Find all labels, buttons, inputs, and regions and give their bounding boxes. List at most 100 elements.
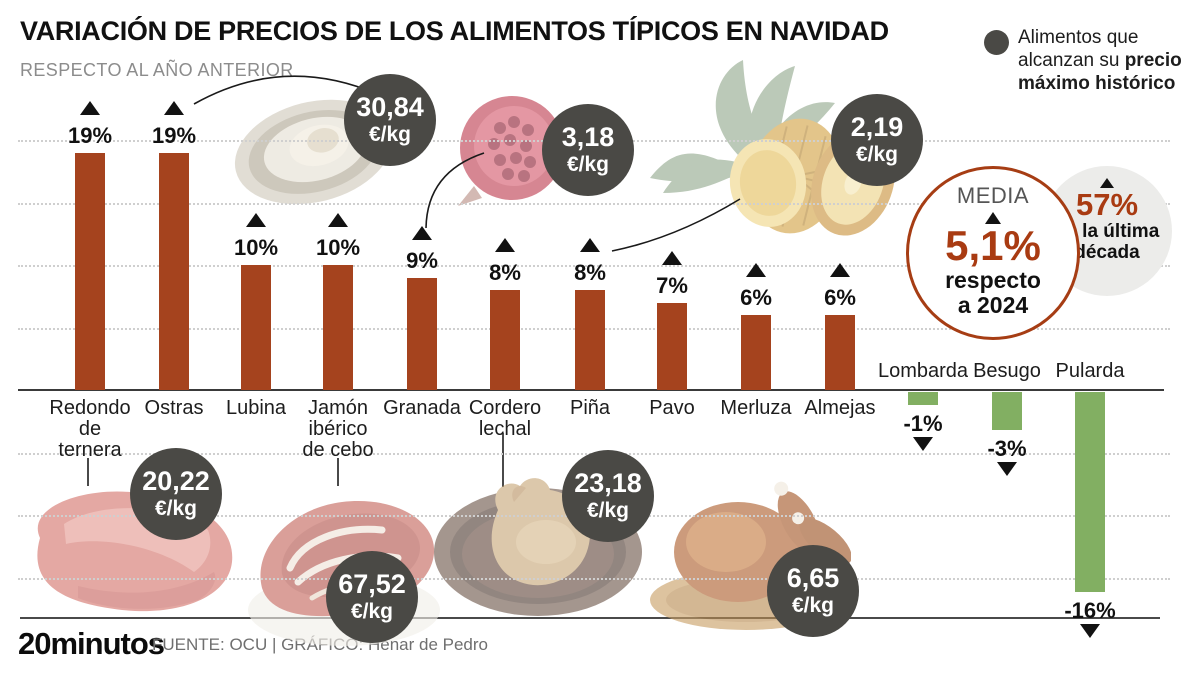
bar-almejas [825,315,855,390]
bar-pavo [657,302,687,390]
bar-value-besugo: -3% [987,435,1027,461]
bar-label-merluza: Merluza [720,397,792,419]
bar-label-cordero-lechal: Cordero lechal [468,397,542,440]
legend-text-normal: Alimentos que alcanzan su [1018,27,1139,71]
bar-label-jamón-ibérico-de-cebo: Jamón ibérico de cebo [302,397,374,461]
bar-label-granada: Granada [383,397,461,419]
price-value: 30,84 [356,92,424,122]
up-arrow-icon [412,225,432,240]
up-arrow-icon [662,250,682,265]
price-badge-granada: 3,18 €/kg [542,104,634,196]
bar-lombarda [908,392,938,405]
media-label: MEDIA [956,183,1030,208]
bar-value-ostras: 19% [151,122,197,148]
price-badge-pina: 2,19 €/kg [831,94,923,186]
price-value: 23,18 [574,468,642,498]
legend-text-bold: precio máximo histórico [1018,50,1182,94]
pomegranate-image [458,96,564,206]
legend-text: Alimentos que alcanzan su precio máximo … [1018,26,1186,95]
price-unit: €/kg [368,123,412,146]
bar-value-merluza: 6% [740,285,772,310]
bar-label-redondo-de-ternera: Redondo de ternera [49,397,131,461]
price-value: 67,52 [338,569,406,599]
bar-cordero-lechal [490,290,520,390]
up-arrow-icon [1100,178,1114,188]
label-tick-jamon [337,458,339,486]
price-value: 2,19 [850,112,904,142]
percent-gridline [18,265,1170,267]
price-unit: €/kg [791,594,835,617]
decade-value: 57% [1075,187,1139,222]
price-unit: €/kg [350,600,394,623]
bar-redondo-de-ternera [75,152,105,390]
up-arrow-icon [164,100,184,115]
bar-merluza [741,315,771,390]
decade-caption-line2: década [1074,242,1140,263]
bar-granada [407,277,437,390]
bar-value-pavo: 7% [656,272,688,298]
up-arrow-icon [830,263,850,277]
bar-lubina [241,265,271,390]
price-badge-pavo: 6,65 €/kg [767,545,859,637]
price-badge-jamon: 67,52 €/kg [326,551,418,643]
down-arrow-icon [1080,624,1100,638]
media-average-circle: MEDIA 5,1% respecto a 2024 [906,166,1080,340]
percent-gridline [18,577,1170,580]
price-unit: €/kg [154,497,198,520]
bar-value-lubina: 10% [233,235,279,260]
bar-pularda [1075,392,1105,592]
up-arrow-icon [985,212,1001,224]
footer-divider [20,617,1160,619]
up-arrow-icon [328,213,348,227]
up-arrow-icon [580,238,600,252]
bar-value-redondo-de-ternera: 19% [67,122,113,148]
page-subtitle: RESPECTO AL AÑO ANTERIOR [20,60,294,80]
down-arrow-icon [913,436,933,451]
price-badge-ostras: 30,84 €/kg [344,74,436,166]
up-arrow-icon [80,100,100,115]
price-unit: €/kg [855,143,899,166]
bar-ostras [159,152,189,390]
bar-value-pularda: -16% [1064,598,1116,623]
bar-value-cordero-lechal: 8% [489,260,521,285]
page-title: VARIACIÓN DE PRECIOS DE LOS ALIMENTOS TÍ… [20,16,889,46]
bar-value-lombarda: -1% [903,410,943,436]
price-value: 20,22 [142,466,210,496]
price-unit: €/kg [566,153,610,176]
bar-value-granada: 9% [406,247,438,273]
up-arrow-icon [746,263,766,277]
label-tick-redondo [87,458,89,486]
bar-label-lubina: Lubina [225,397,287,419]
bar-value-jamón-ibérico-de-cebo: 10% [315,235,361,260]
bar-label-pavo: Pavo [649,397,695,419]
bar-label-besugo: Besugo [973,360,1041,382]
price-unit: €/kg [586,499,630,522]
media-caption-line2: a 2024 [957,292,1029,318]
media-value: 5,1% [945,222,1041,269]
bar-besugo [992,392,1022,430]
media-caption-line1: respecto [945,267,1041,293]
record-price-dot-icon [984,30,1009,55]
bar-label-ostras: Ostras [144,397,204,419]
zero-axis-line [18,389,1164,391]
price-value: 3,18 [561,122,615,152]
bar-value-almejas: 6% [824,285,856,310]
decade-caption-line1: en la última [1054,221,1160,242]
brand-logo: 20minutos [18,626,165,661]
label-tick-cordero [502,433,504,487]
bar-label-piña: Piña [569,397,611,419]
bar-jamón-ibérico-de-cebo [323,265,353,390]
price-value: 6,65 [786,563,840,593]
bar-label-pularda: Pularda [1055,360,1125,382]
up-arrow-icon [495,238,515,252]
up-arrow-icon [246,213,266,227]
price-badge-cordero: 23,18 €/kg [562,450,654,542]
percent-gridline [18,202,1170,205]
bar-label-almejas: Almejas [804,397,876,419]
bar-label-lombarda: Lombarda [877,360,969,382]
price-badge-redondo: 20,22 €/kg [130,448,222,540]
bar-piña [575,290,605,390]
down-arrow-icon [997,461,1017,476]
